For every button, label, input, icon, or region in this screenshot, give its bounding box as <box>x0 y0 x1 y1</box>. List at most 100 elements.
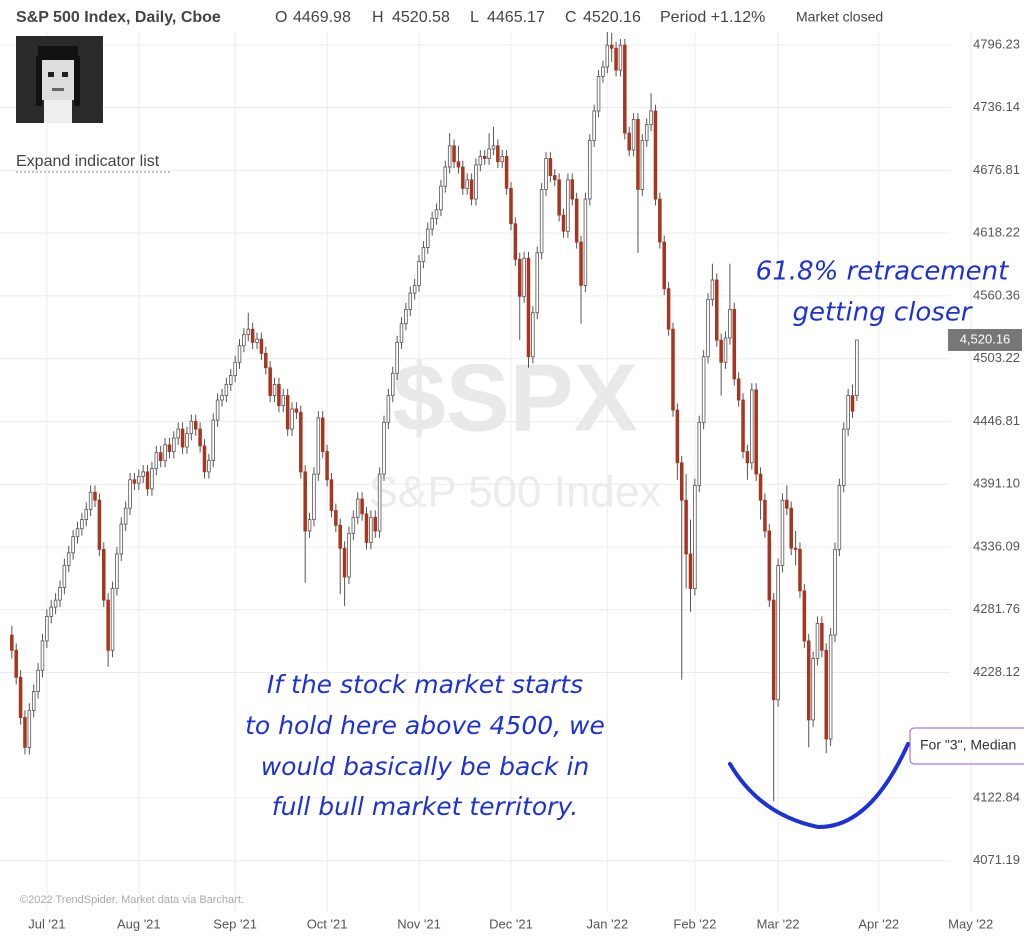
candle-body <box>640 140 645 190</box>
candle-body <box>679 462 684 501</box>
candle-body <box>658 198 662 243</box>
candle-body <box>246 328 251 336</box>
x-tick-label: Oct '21 <box>307 916 348 931</box>
close-value: 4520.16 <box>583 9 641 26</box>
candle-body <box>334 510 338 526</box>
candle-body <box>97 499 102 550</box>
candle-body <box>570 179 575 200</box>
candle-body <box>351 516 356 534</box>
candle-body <box>132 479 137 484</box>
candle-body <box>80 519 84 530</box>
candle-body <box>478 156 483 166</box>
candle-body <box>526 257 531 358</box>
candle-body <box>224 384 229 396</box>
candle-body <box>71 536 75 554</box>
candle-body <box>557 179 561 216</box>
candle-body <box>487 148 491 159</box>
y-axis: 4796.23 4736.14 4676.81 4618.22 4560.36 4503.… <box>948 36 1022 867</box>
candle-body <box>320 417 325 452</box>
candle-body <box>421 247 426 262</box>
candle-body <box>84 508 89 520</box>
candle-body <box>364 513 369 543</box>
candle-body <box>627 132 631 151</box>
candle-body <box>233 361 237 376</box>
candle-body <box>719 339 723 363</box>
candle-body <box>653 110 658 200</box>
candle-body <box>706 299 710 358</box>
candle-body <box>693 485 697 589</box>
candle-body <box>837 485 842 550</box>
candle-body <box>697 421 702 486</box>
candle-body <box>535 252 540 314</box>
candle-body <box>491 145 496 150</box>
candle-body <box>386 395 391 423</box>
candle-body <box>141 471 145 477</box>
candle-body <box>18 676 23 718</box>
tooltip-text: For "3", Median <box>920 737 1016 753</box>
candle-body <box>36 669 40 692</box>
candle-body <box>522 257 526 297</box>
candle-body <box>290 408 294 430</box>
candle-body <box>636 119 640 190</box>
candle-body <box>701 356 706 423</box>
candle-body <box>391 372 395 396</box>
candle-body <box>644 124 649 141</box>
candle-body <box>434 209 439 219</box>
candle-body <box>58 586 62 601</box>
candle-body <box>631 119 636 151</box>
candle-body <box>684 499 688 555</box>
annotation-note: to hold here above 4500, we <box>245 711 605 740</box>
candle-body <box>649 110 653 126</box>
candle-body <box>618 44 623 71</box>
candle-body <box>110 588 115 651</box>
candle-body <box>373 516 378 532</box>
last-price-label: 4,520.16 <box>960 331 1011 346</box>
candle-body <box>850 395 855 412</box>
candle-body <box>828 634 833 740</box>
candle-body <box>307 519 312 532</box>
candle-body <box>539 189 544 254</box>
watermark: $SPX <box>392 344 637 451</box>
last-price-tag <box>948 329 1022 352</box>
candles <box>10 22 859 802</box>
expand-indicator-link[interactable]: Expand indicator list <box>16 153 160 170</box>
candle-body <box>342 547 347 578</box>
chart-title: S&P 500 Index, Daily, Cboe <box>16 9 221 26</box>
candle-body <box>404 309 408 325</box>
candle-body <box>517 258 522 297</box>
candle-body <box>355 498 360 518</box>
candle-body <box>325 451 329 481</box>
candle-body <box>728 309 732 339</box>
candle-body <box>88 491 93 510</box>
close-label: C <box>565 9 577 26</box>
y-tick-label: 4676.81 <box>973 162 1020 177</box>
annotation-curve <box>728 742 910 830</box>
candle-body <box>732 309 737 380</box>
y-tick-label: 4796.23 <box>973 36 1020 51</box>
open-value: 4469.98 <box>293 9 351 26</box>
high-value: 4520.58 <box>392 9 450 26</box>
candle-body <box>202 445 207 473</box>
candle-body <box>237 345 242 363</box>
y-tick-label: 4391.10 <box>973 476 1020 491</box>
y-tick-label: 4228.12 <box>973 664 1020 679</box>
candle-body <box>285 395 290 430</box>
candle-body <box>102 548 106 601</box>
candle-body <box>215 399 220 421</box>
candle-body <box>583 198 588 286</box>
x-tick-label: Sep '21 <box>213 916 257 931</box>
y-tick-label: 4736.14 <box>973 99 1020 114</box>
candle-body <box>710 279 715 301</box>
candle-body <box>119 523 124 555</box>
candle-body <box>824 649 828 740</box>
candle-body <box>566 179 570 232</box>
candle-body <box>579 241 583 286</box>
candle-body <box>548 158 553 176</box>
candle-body <box>10 634 14 651</box>
candle-body <box>544 158 548 190</box>
x-axis: Jul '21 Aug '21 Sep '21 Oct '21 Nov '21 Dec '… <box>28 916 993 931</box>
candle-body <box>167 444 172 452</box>
candle-body <box>255 338 259 343</box>
candle-body <box>715 279 719 341</box>
